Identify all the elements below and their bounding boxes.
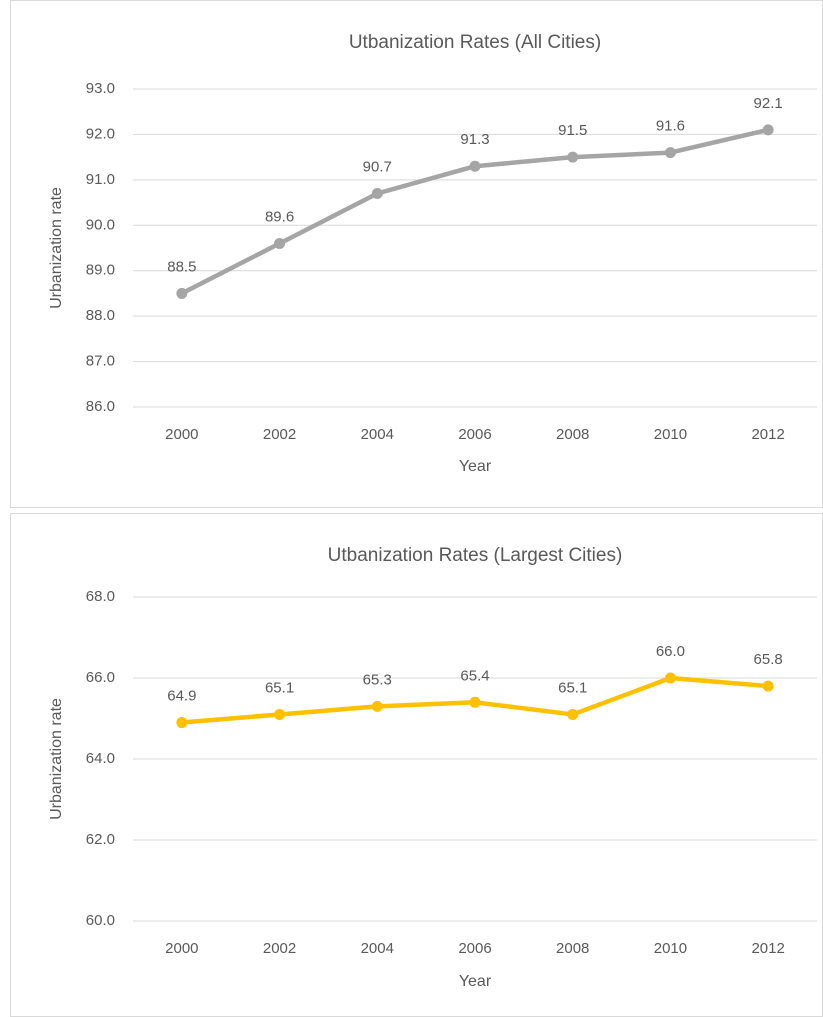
y-tick-label: 90.0 — [86, 216, 115, 233]
y-tick-label: 60.0 — [86, 912, 115, 929]
x-tick-label: 2010 — [654, 940, 687, 957]
x-tick-label: 2004 — [361, 426, 394, 443]
data-label: 65.1 — [558, 679, 587, 696]
data-label: 65.8 — [754, 651, 783, 668]
data-label: 64.9 — [167, 688, 196, 705]
point — [762, 680, 774, 692]
y-tick-label: 88.0 — [86, 307, 115, 324]
point — [176, 717, 188, 729]
y-axis-title: Urbanization rate — [48, 698, 65, 820]
y-tick-label: 89.0 — [86, 262, 115, 279]
data-label: 91.5 — [558, 122, 587, 139]
point — [274, 708, 286, 720]
y-tick-label: 64.0 — [86, 750, 115, 767]
point — [567, 151, 579, 163]
chart-title: Utbanization Rates (All Cities) — [349, 32, 601, 53]
x-tick-label: 2010 — [654, 426, 687, 443]
point — [371, 700, 383, 712]
x-tick-label: 2000 — [165, 426, 198, 443]
y-tick-label: 87.0 — [86, 353, 115, 370]
x-tick-label: 2002 — [263, 940, 296, 957]
point — [762, 124, 774, 136]
chart-frame — [10, 513, 823, 1017]
x-tick-label: 2002 — [263, 426, 296, 443]
data-label: 89.6 — [265, 208, 294, 225]
data-label: 65.3 — [363, 671, 392, 688]
point — [176, 287, 188, 299]
x-tick-label: 2004 — [361, 940, 394, 957]
point — [469, 696, 481, 708]
point — [371, 187, 383, 199]
data-label: 65.1 — [265, 679, 294, 696]
x-tick-label: 2000 — [165, 940, 198, 957]
data-label: 88.5 — [167, 258, 196, 275]
point — [274, 237, 286, 249]
chart-frame — [10, 0, 823, 508]
point — [567, 708, 579, 720]
point — [664, 147, 676, 159]
y-tick-label: 66.0 — [86, 669, 115, 686]
x-tick-label: 2012 — [751, 940, 784, 957]
x-tick-label: 2006 — [458, 426, 491, 443]
y-axis-title: Urbanization rate — [48, 187, 65, 309]
data-label: 90.7 — [363, 158, 392, 175]
data-label: 66.0 — [656, 643, 685, 660]
x-tick-label: 2008 — [556, 426, 589, 443]
y-tick-label: 68.0 — [86, 588, 115, 605]
point — [469, 160, 481, 172]
y-tick-label: 91.0 — [86, 171, 115, 188]
data-label: 65.4 — [460, 667, 489, 684]
x-tick-label: 2006 — [458, 940, 491, 957]
y-tick-label: 93.0 — [86, 80, 115, 97]
chart-title: Utbanization Rates (Largest Cities) — [328, 545, 623, 566]
point — [664, 672, 676, 684]
x-axis-title: Year — [459, 458, 492, 475]
data-label: 91.3 — [460, 131, 489, 148]
y-tick-label: 86.0 — [86, 398, 115, 415]
data-label: 91.6 — [656, 118, 685, 135]
x-axis-title: Year — [459, 973, 492, 990]
x-tick-label: 2012 — [751, 426, 784, 443]
x-tick-label: 2008 — [556, 940, 589, 957]
y-tick-label: 62.0 — [86, 831, 115, 848]
data-label: 92.1 — [754, 95, 783, 112]
y-tick-label: 92.0 — [86, 125, 115, 142]
